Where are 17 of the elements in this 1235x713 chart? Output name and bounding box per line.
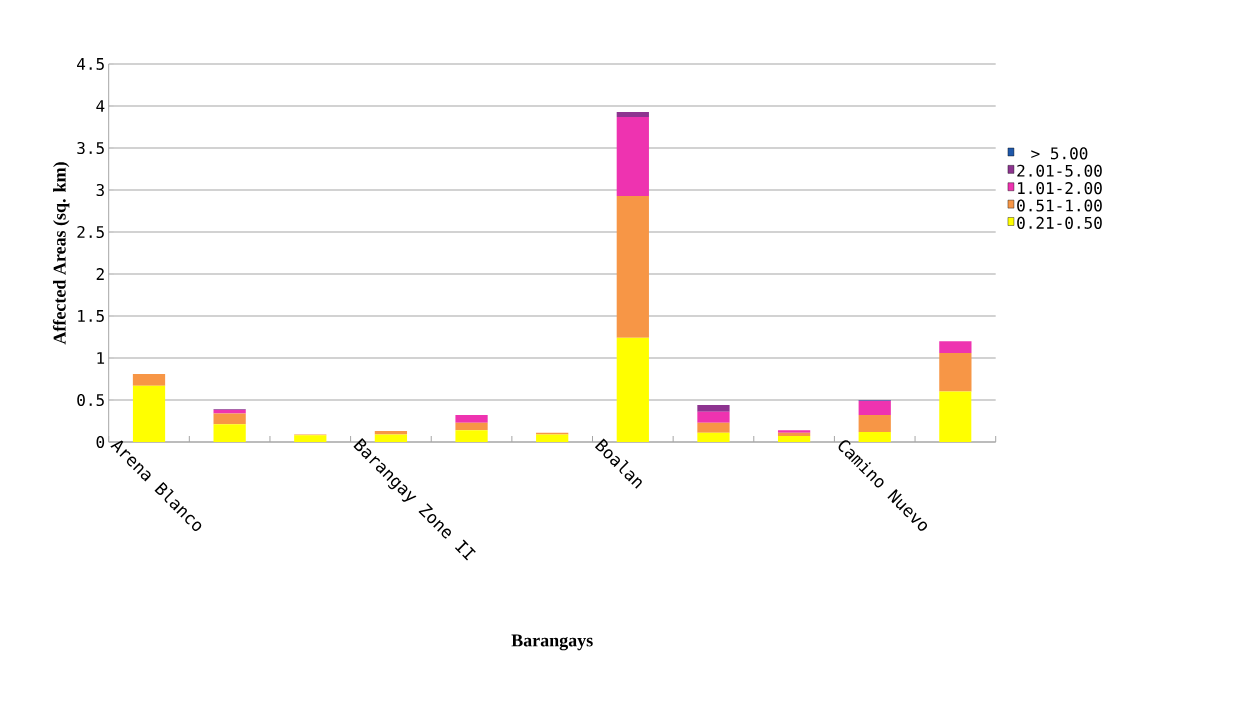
legend-label: 2.01-5.00 xyxy=(1017,164,1102,177)
y-tick-label: 4 xyxy=(96,100,105,112)
x-axis-title: Barangays xyxy=(511,634,593,651)
y-tick-label: 3.5 xyxy=(77,141,104,155)
legend-label: 1.01-2.00 xyxy=(1018,182,1102,195)
y-tick-label: 0 xyxy=(96,435,105,449)
y-axis-title: Affected Areas (sq. km) xyxy=(52,162,70,345)
y-tick-label: 2.5 xyxy=(77,225,104,239)
y-tick-label: 3 xyxy=(96,183,104,197)
legend-label: > 5.00 xyxy=(1031,147,1088,160)
y-tick-label: 2 xyxy=(96,268,104,280)
legend-label: 0.51-1.00 xyxy=(1017,199,1102,212)
y-tick-label: 1 xyxy=(97,352,105,364)
y-tick-label: 4.5 xyxy=(77,58,104,70)
legend-label: 0.21-0.50 xyxy=(1017,216,1102,229)
y-tick-label: 1.5 xyxy=(78,310,104,322)
y-tick-label: 0.5 xyxy=(77,393,104,407)
